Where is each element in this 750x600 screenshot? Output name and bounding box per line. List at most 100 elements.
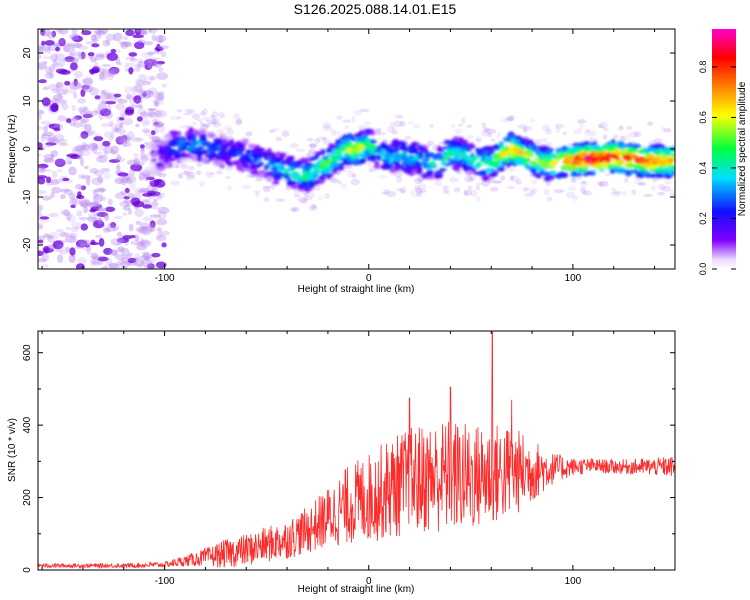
halo-blob (670, 192, 675, 197)
ridge-blob (570, 165, 578, 172)
noise-blob (119, 176, 131, 184)
noise-blob (124, 41, 132, 47)
halo-blob (255, 192, 260, 198)
noise-blob (139, 187, 150, 193)
noise-blob (138, 176, 144, 181)
ridge-blob (230, 145, 237, 151)
halo-blob (468, 175, 473, 181)
noise-blob (40, 120, 52, 125)
colorbar-tick-label: 0.6 (698, 111, 708, 124)
noise-blob (93, 170, 105, 176)
noise-blob (114, 127, 120, 132)
noise-blob (123, 174, 129, 184)
halo-blob (559, 189, 566, 193)
halo-blob (212, 121, 222, 128)
noise-blob (68, 254, 76, 264)
halo-blob (545, 128, 552, 135)
noise-blob (141, 251, 150, 259)
noise-blob (134, 234, 140, 242)
noise-blob (73, 121, 83, 128)
noise-blob (46, 176, 52, 184)
noise-blob (63, 43, 71, 53)
ridge-blob (198, 150, 204, 157)
halo-blob (426, 140, 434, 146)
noise-blob (79, 200, 92, 208)
halo-blob (510, 175, 520, 183)
noise-blob (153, 63, 162, 68)
noise-blob (38, 63, 47, 71)
noise-blob (48, 72, 54, 79)
ridge-blob (529, 167, 538, 173)
ridge-blob (621, 149, 628, 155)
noise-blob (96, 29, 102, 36)
noise-blob (118, 41, 128, 45)
noise-blob (120, 42, 129, 49)
noise-blob (71, 197, 78, 206)
noise-blob (129, 182, 136, 190)
noise-blob (134, 84, 143, 93)
ridge-blob (159, 153, 165, 159)
halo-blob (263, 196, 270, 203)
halo-blob (212, 117, 221, 122)
noise-blob (45, 144, 53, 148)
noise-blob (38, 250, 44, 257)
noise-blob (120, 41, 133, 48)
halo-blob (226, 128, 234, 135)
noise-blob (91, 188, 98, 194)
noise-blob (55, 41, 65, 46)
noise-blob (38, 126, 44, 130)
ridge-blob (244, 154, 250, 161)
noise-blob (122, 139, 128, 147)
halo-blob (324, 193, 330, 200)
halo-blob (308, 148, 316, 155)
ridge-blob (412, 154, 419, 161)
noise-blob (107, 103, 112, 113)
noise-blob (57, 39, 66, 43)
noise-blob (51, 170, 58, 179)
noise-blob (136, 189, 146, 194)
halo-blob (589, 137, 594, 143)
halo-blob (383, 189, 391, 195)
halo-blob (443, 189, 450, 194)
ridge-blob (399, 145, 408, 152)
noise-blob (142, 216, 154, 222)
noise-blob (50, 53, 59, 62)
halo-blob (227, 165, 234, 169)
noise-blob (53, 127, 61, 132)
noise-blob (51, 102, 59, 112)
noise-blob (142, 91, 147, 97)
noise-blob (46, 47, 51, 54)
halo-blob (487, 132, 493, 138)
halo-blob (200, 110, 206, 116)
noise-blob (119, 114, 127, 119)
halo-blob (336, 115, 343, 120)
halo-blob (358, 125, 367, 131)
ridge-blob (266, 176, 273, 181)
noise-blob (51, 30, 57, 38)
noise-blob (80, 51, 86, 60)
ridge-blob (173, 131, 181, 135)
ridge-blob (540, 154, 549, 160)
ridge-blob (591, 141, 598, 146)
noise-blob (81, 78, 86, 84)
ridge-blob (331, 163, 340, 167)
halo-blob (546, 196, 552, 202)
ridge-blob (346, 133, 354, 140)
noise-blob (145, 58, 157, 68)
halo-blob (522, 128, 528, 133)
noise-blob (69, 232, 76, 241)
noise-blob (90, 34, 97, 41)
noise-blob (71, 116, 77, 121)
ridge-blob (350, 144, 358, 151)
noise-blob (49, 153, 55, 161)
noise-blob (97, 29, 109, 35)
noise-blob (82, 149, 91, 157)
noise-blob (38, 45, 46, 49)
noise-blob (61, 103, 69, 111)
noise-blob (44, 39, 55, 46)
noise-blob (78, 216, 90, 221)
noise-blob (122, 212, 128, 216)
noise-blob (157, 45, 169, 50)
ridge-blob (524, 149, 530, 155)
